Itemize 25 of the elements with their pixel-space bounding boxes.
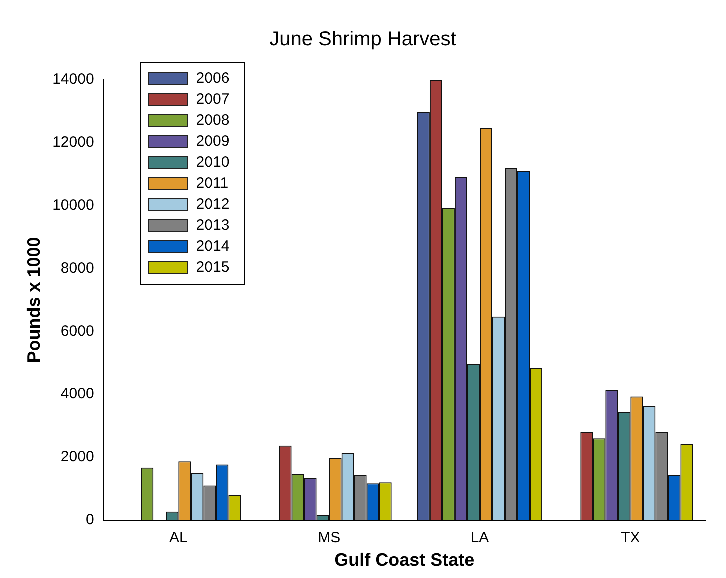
x-tick-label: AL [169,530,188,547]
legend-label: 2013 [196,217,230,234]
y-tick-label: 2000 [60,448,94,466]
legend-label: 2006 [196,70,230,88]
y-tick-label: 6000 [60,322,94,340]
legend-label: 2010 [196,154,230,172]
legend-label: 2015 [196,259,230,276]
x-axis-title: Gulf Coast State [334,550,475,570]
legend-label: 2012 [196,196,230,214]
y-tick-label: 12000 [52,134,94,152]
y-tick-label: 14000 [52,71,94,88]
legend-label: 2009 [196,133,230,150]
x-tick-label: TX [621,530,640,547]
y-tick-label: 0 [86,512,94,529]
y-tick-label: 10000 [52,196,94,214]
y-axis-title: Pounds x 1000 [24,237,44,364]
legend-label: 2007 [196,91,230,108]
x-tick-label: LA [470,530,490,547]
x-tick-label: MS [318,530,341,547]
y-tick-label: 4000 [60,386,94,403]
chart-title: June Shrimp Harvest [270,28,457,51]
y-tick-label: 8000 [60,260,94,277]
legend-label: 2011 [196,175,229,192]
legend-label: 2008 [196,112,230,130]
legend-label: 2014 [196,238,230,256]
